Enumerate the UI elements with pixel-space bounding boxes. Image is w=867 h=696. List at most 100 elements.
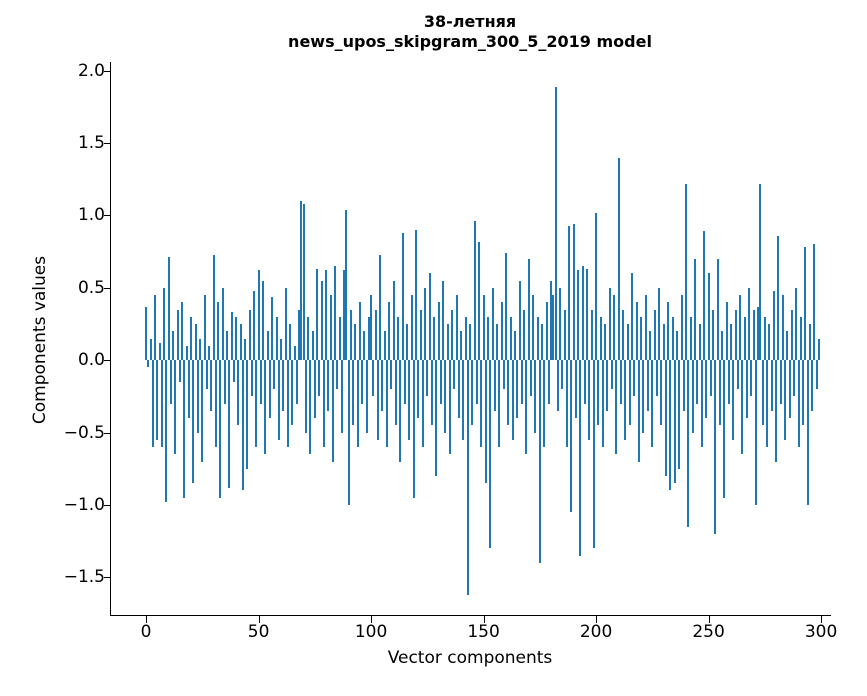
bar	[203, 295, 206, 361]
bar	[673, 360, 676, 484]
bar	[230, 312, 233, 361]
bar	[376, 360, 379, 440]
bar	[536, 316, 539, 361]
bar	[426, 360, 429, 397]
bar	[482, 295, 485, 361]
bar	[624, 360, 627, 440]
bar	[705, 360, 708, 419]
bar	[799, 316, 802, 361]
bar	[590, 309, 593, 361]
bar	[534, 360, 537, 433]
bar	[185, 345, 188, 361]
chart-title-line1: 38-летняя	[423, 12, 517, 31]
bar	[244, 338, 247, 361]
x-tick-label: 150	[467, 622, 500, 642]
bar	[619, 360, 622, 404]
bar	[579, 360, 582, 556]
bar	[543, 360, 546, 448]
bar	[145, 306, 148, 361]
bar	[523, 309, 526, 361]
x-tick-mark	[258, 616, 260, 623]
bar	[583, 360, 586, 404]
bar	[160, 360, 163, 448]
bar	[194, 324, 197, 361]
bar	[374, 309, 377, 361]
bar	[601, 360, 604, 448]
bar	[302, 203, 305, 361]
bar	[428, 273, 431, 361]
bar	[460, 331, 463, 361]
bar	[327, 360, 330, 411]
bar	[685, 183, 688, 361]
bar	[424, 287, 427, 361]
bar	[736, 360, 739, 390]
bar	[802, 360, 805, 426]
bar	[259, 360, 262, 404]
bar	[183, 360, 186, 498]
bar	[554, 86, 557, 361]
bar	[572, 224, 575, 361]
chart-title-line2: news_upos_skipgram_300_5_2019 model	[288, 32, 652, 51]
x-tick-mark	[821, 616, 823, 623]
bar	[241, 360, 244, 491]
bar	[246, 360, 249, 469]
bar	[811, 360, 814, 411]
bar	[732, 360, 735, 440]
bar	[622, 309, 625, 361]
bar	[421, 360, 424, 448]
bar	[806, 360, 809, 505]
y-tick-label: 2.0	[77, 60, 105, 81]
bar	[446, 324, 449, 361]
bar	[493, 360, 496, 411]
bar	[628, 360, 631, 426]
bar	[498, 360, 501, 448]
bar	[655, 360, 658, 397]
bar	[610, 360, 613, 390]
bar	[574, 360, 577, 419]
bar	[266, 331, 269, 361]
bar	[671, 316, 674, 361]
bar	[226, 331, 229, 361]
y-tick-mark	[104, 143, 111, 145]
bar	[455, 295, 458, 361]
bar	[514, 331, 517, 361]
bar	[397, 316, 400, 361]
x-tick-label: 300	[804, 622, 838, 642]
bar	[741, 360, 744, 455]
x-tick-mark	[146, 616, 148, 623]
bar	[268, 360, 271, 419]
bar	[147, 360, 150, 368]
bar	[415, 229, 418, 361]
bar	[221, 287, 224, 361]
bar	[453, 360, 456, 390]
bar	[289, 324, 292, 361]
bar	[316, 269, 319, 361]
bar	[318, 360, 321, 397]
bar	[439, 360, 442, 404]
bar	[563, 309, 566, 361]
bar	[669, 360, 672, 491]
bar	[345, 209, 348, 361]
chart-title: 38-летняя news_upos_skipgram_300_5_2019 …	[110, 12, 830, 52]
bar	[331, 360, 334, 462]
bar	[367, 316, 370, 361]
bar	[505, 253, 508, 361]
bar	[520, 360, 523, 404]
bar	[457, 360, 460, 419]
bar	[664, 360, 667, 476]
bar	[752, 309, 755, 361]
bar	[334, 266, 337, 361]
bar	[284, 287, 287, 361]
bar	[640, 316, 643, 361]
bar	[325, 270, 328, 361]
bar	[410, 295, 413, 361]
bar	[354, 324, 357, 361]
bar	[358, 302, 361, 361]
bar	[786, 331, 789, 361]
bar	[691, 360, 694, 433]
y-tick-mark	[104, 360, 111, 362]
bar	[784, 360, 787, 440]
bar	[689, 316, 692, 361]
bar	[464, 316, 467, 361]
bar	[577, 270, 580, 361]
